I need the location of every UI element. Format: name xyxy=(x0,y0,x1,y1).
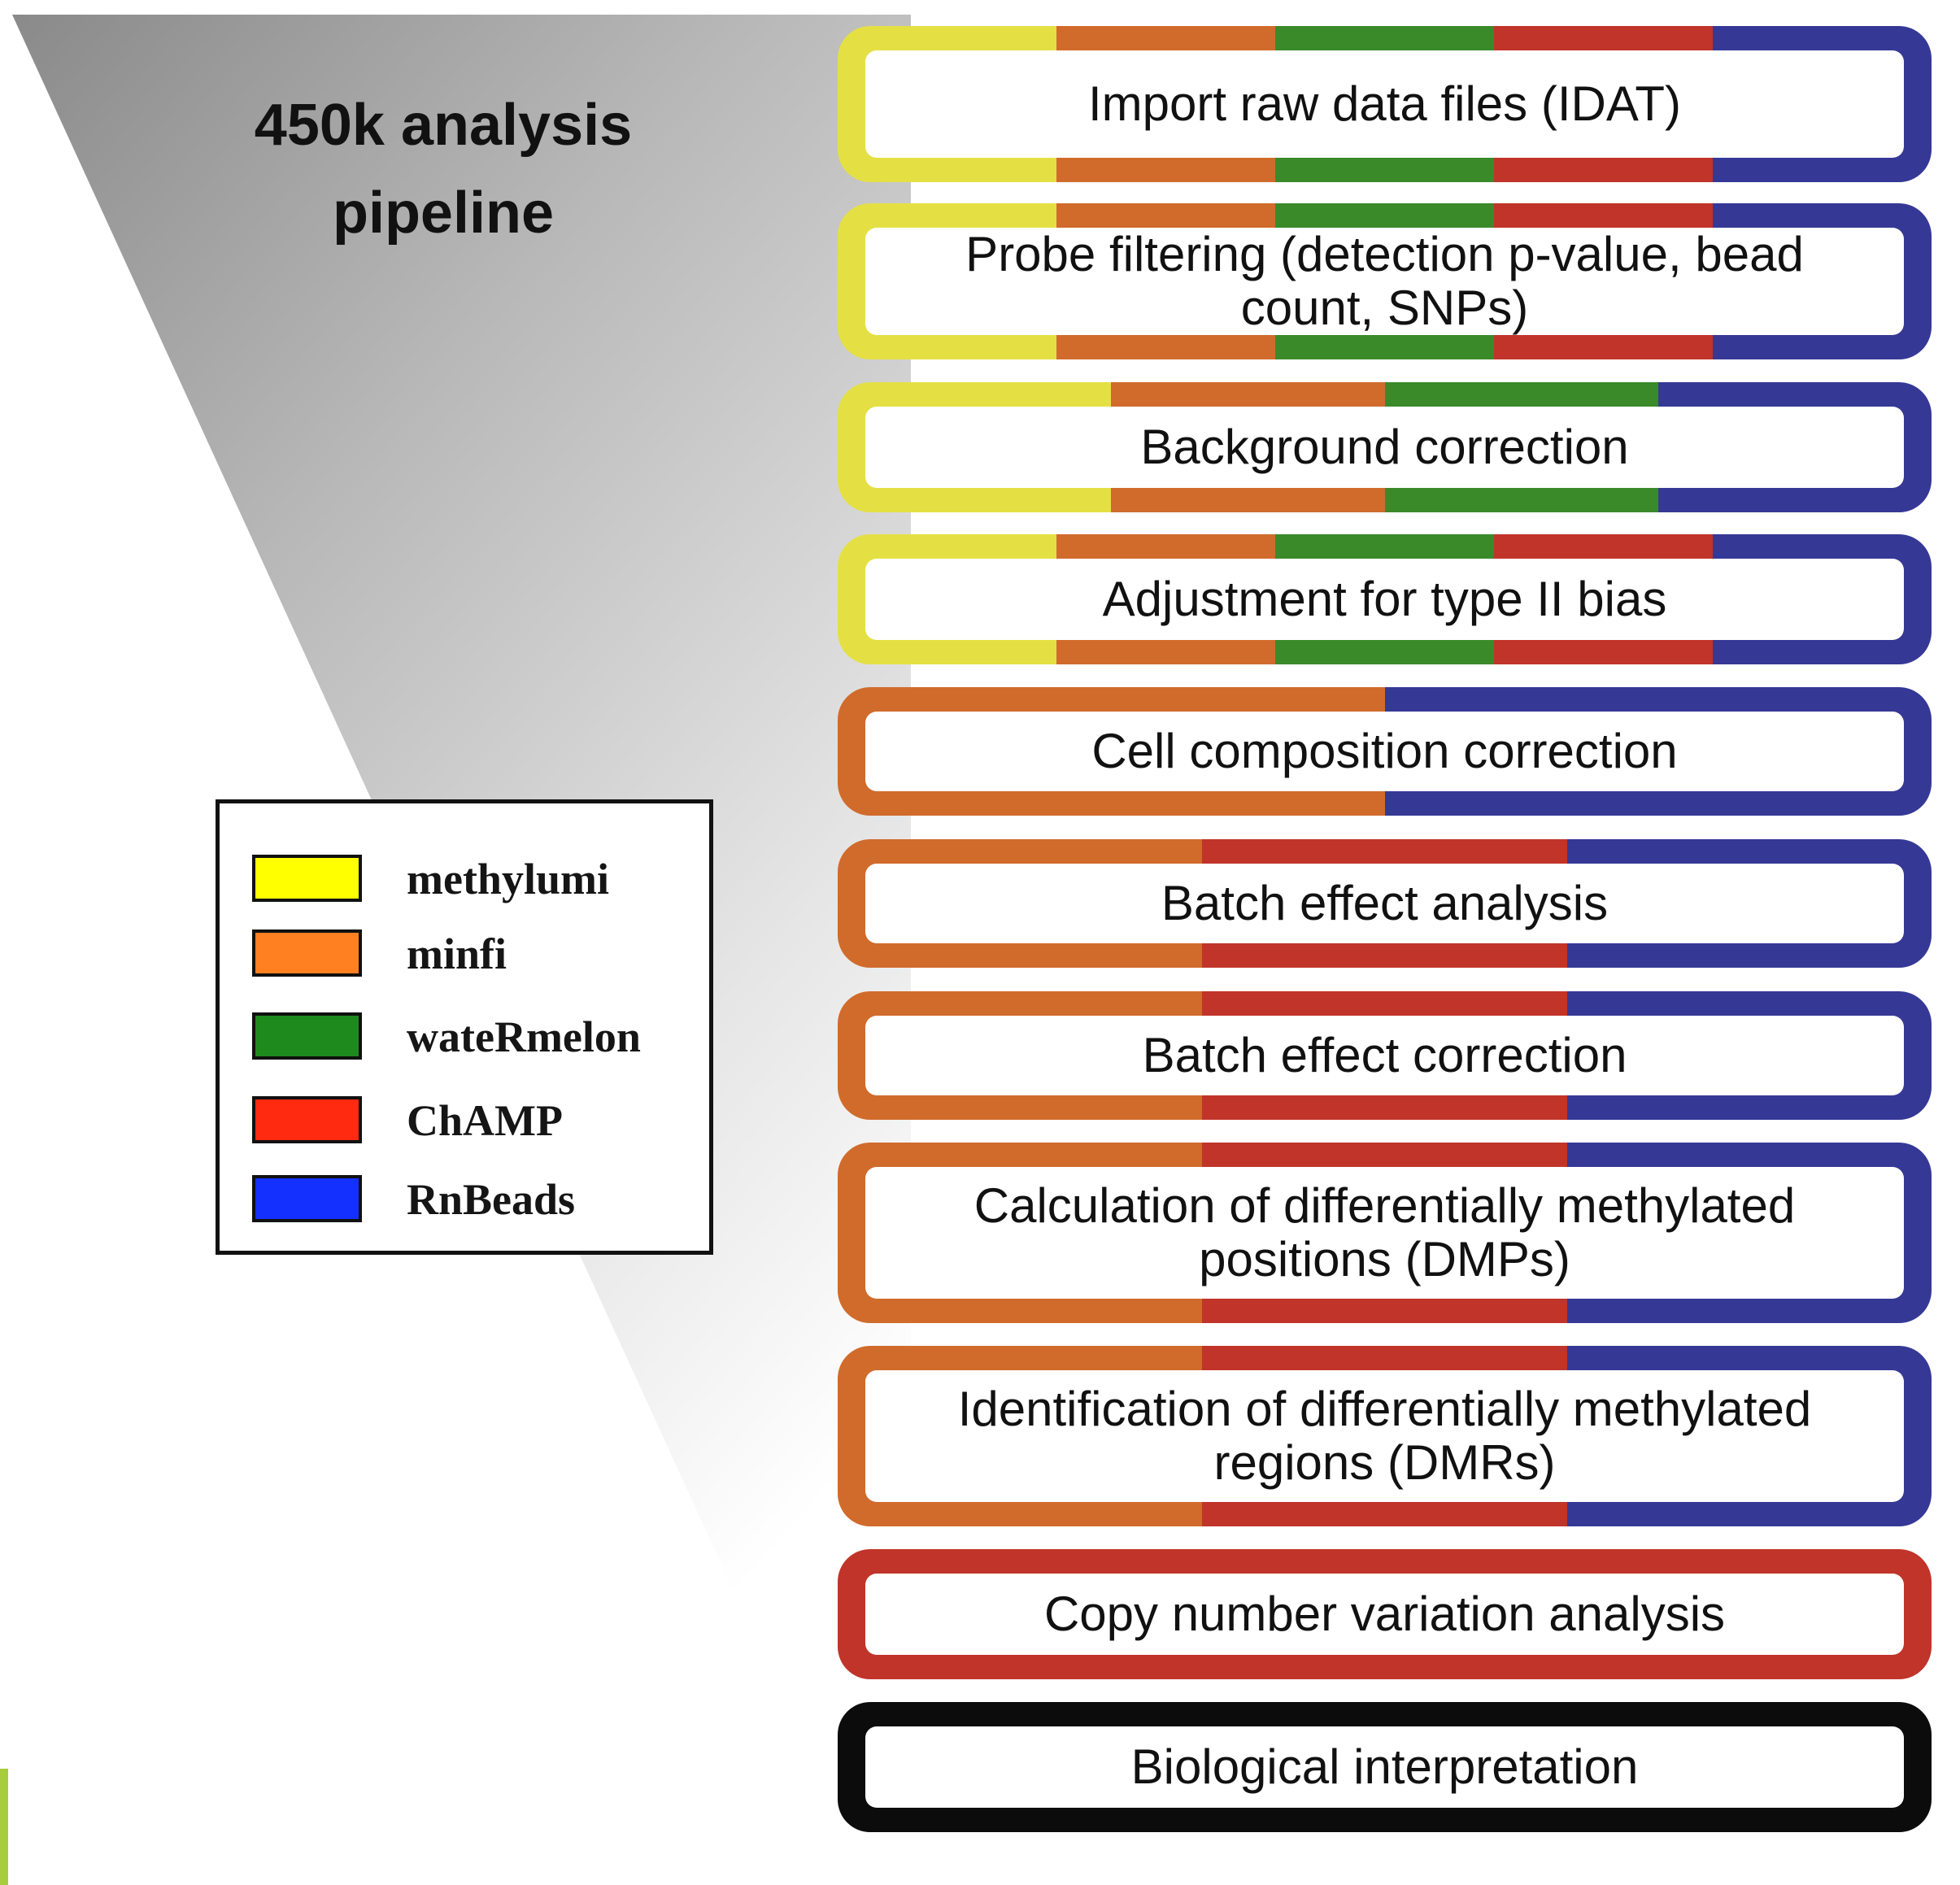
step-copy-number-variation: Copy number variation analysis xyxy=(838,1549,1932,1679)
page-accent-bar xyxy=(0,1769,8,1885)
step-import-raw-data: Import raw data files (IDAT) xyxy=(838,26,1932,182)
step-background-correction: Background correction xyxy=(838,382,1932,512)
step-type-ii-bias-adjustment: Adjustment for type II bias xyxy=(838,534,1932,664)
step-biological-interpretation: Biological interpretation xyxy=(838,1702,1932,1832)
step-dmp-calculation: Calculation of differentially methylated… xyxy=(838,1143,1932,1323)
legend-label-minfi: minfi xyxy=(407,929,507,978)
step-cell-composition-correction: Cell composition correction xyxy=(838,687,1932,816)
step-label: Identification of differentially methyla… xyxy=(865,1370,1904,1502)
step-batch-effect-analysis: Batch effect analysis xyxy=(838,839,1932,968)
step-label: Background correction xyxy=(865,407,1904,488)
step-probe-filtering: Probe filtering (detection p-value, bead… xyxy=(838,203,1932,359)
legend-label-waterMelon: wateRmelon xyxy=(407,1012,641,1061)
legend-label-methylumi: methylumi xyxy=(407,855,609,903)
step-label: Import raw data files (IDAT) xyxy=(865,50,1904,158)
step-label: Copy number variation analysis xyxy=(865,1574,1904,1655)
legend-swatch-minfi xyxy=(252,929,362,977)
step-label: Calculation of differentially methylated… xyxy=(865,1167,1904,1299)
title-line-2: pipeline xyxy=(332,181,555,246)
legend-swatch-waterMelon xyxy=(252,1012,362,1060)
diagram-title: 450k analysis pipeline xyxy=(130,81,756,257)
legend-swatch-rnbeads xyxy=(252,1175,362,1222)
legend: methylumi minfi wateRmelon ChAMP RnBeads xyxy=(216,799,713,1255)
step-batch-effect-correction: Batch effect correction xyxy=(838,991,1932,1120)
step-label: Batch effect correction xyxy=(865,1016,1904,1095)
legend-swatch-methylumi xyxy=(252,855,362,902)
step-label: Cell composition correction xyxy=(865,712,1904,791)
legend-swatch-champ xyxy=(252,1096,362,1143)
step-label: Biological interpretation xyxy=(865,1726,1904,1808)
title-line-1: 450k analysis xyxy=(254,93,633,158)
step-label: Batch effect analysis xyxy=(865,864,1904,943)
legend-label-rnbeads: RnBeads xyxy=(407,1175,576,1224)
step-dmr-identification: Identification of differentially methyla… xyxy=(838,1346,1932,1526)
step-label: Adjustment for type II bias xyxy=(865,559,1904,640)
legend-label-champ: ChAMP xyxy=(407,1096,563,1145)
step-label: Probe filtering (detection p-value, bead… xyxy=(865,228,1904,335)
